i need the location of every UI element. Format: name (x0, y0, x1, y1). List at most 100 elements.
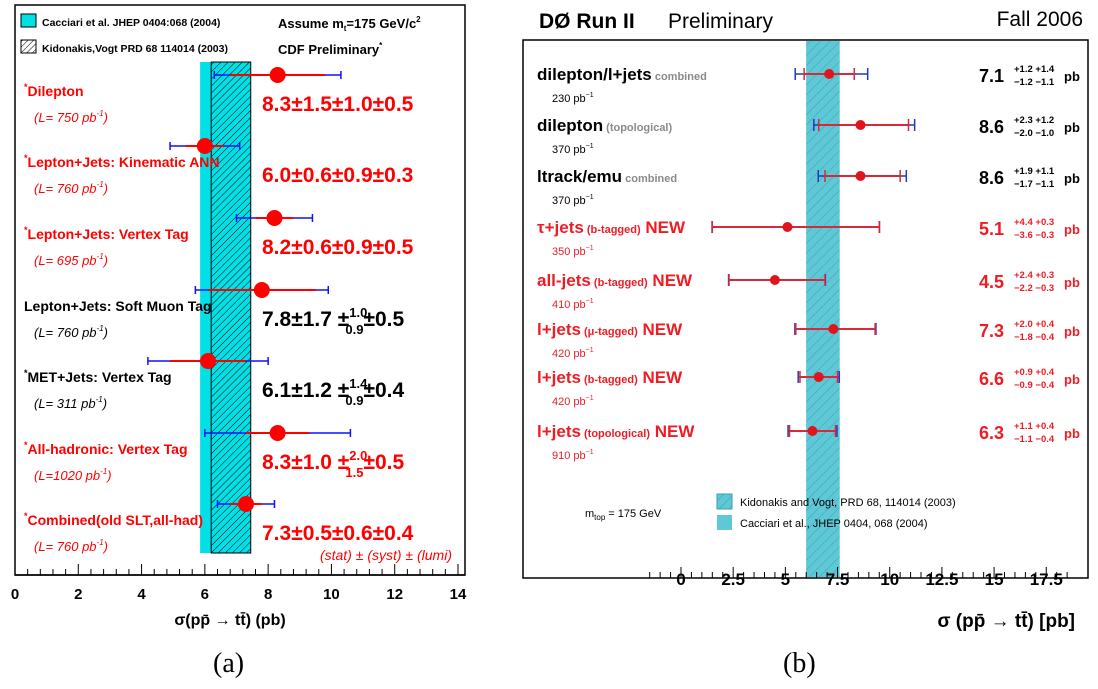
new-badge: NEW (638, 320, 683, 339)
asym-up: +2.3 +1.2 (1014, 115, 1054, 126)
measurement-name: Combined(old SLT,all-had) (28, 512, 204, 528)
lumi-unit-sup: -1 (97, 180, 104, 189)
panel-a: Cacciari et al. JHEP 0404:068 (2004) Kid… (11, 4, 467, 629)
lumi-text: 370 pb (552, 195, 586, 207)
lumi-close: ) (102, 181, 108, 196)
measurement-result: 8.3±1.5±1.0±0.5 (262, 93, 414, 116)
x-tick-label: 0 (676, 570, 685, 589)
lumi-text: (L= 750 pb (34, 110, 97, 125)
measurement-label: *Lepton+Jets: Kinematic ANN (24, 153, 220, 170)
measurement-name: ltrack/emu (537, 167, 622, 186)
panel-a-preliminary: CDF Preliminary* (278, 41, 383, 57)
x-tick-label: 17.5 (1030, 570, 1063, 589)
star-marker: * (24, 153, 28, 163)
result-value: 8.3±1.5±1.0±0.5 (262, 93, 414, 116)
measurement-luminosity: 230 pb−1 (552, 92, 594, 105)
measurement-row: τ+jets (b-tagged) NEW 350 pb−1 5.1 +4.4 +0.… (537, 217, 1080, 258)
panel-b-legend-solid-swatch (717, 515, 732, 530)
measurement-tag: (b-tagged) (584, 224, 641, 236)
x-tick-label: 6 (201, 586, 209, 603)
panel-b-frame (522, 39, 1089, 579)
measurement-label: Lepton+Jets: Soft Muon Tag (24, 298, 212, 314)
measurement-row: Lepton+Jets: Soft Muon Tag (L= 760 pb-1) 7… (24, 282, 404, 340)
measurement-tag: (b-tagged) (581, 374, 638, 386)
result-value: 7.3±0.5±0.6±0.4 (262, 522, 414, 545)
star-marker: * (24, 82, 28, 92)
measurement-result: 4.5 (979, 272, 1004, 292)
lumi-unit-sup: −1 (586, 395, 594, 402)
measurement-result: 6.0±0.6±0.9±0.3 (262, 164, 413, 187)
x-tick-label: 14 (450, 586, 467, 603)
asym-down: −1.8 −0.4 (1014, 332, 1055, 343)
panel-a-footnote: (stat) ± (syst) ± (lumi) (320, 547, 452, 563)
measurement-result: 8.6 (979, 168, 1004, 188)
new-badge: NEW (650, 422, 695, 441)
panel-b-legend-solid-label: Cacciari et al., JHEP 0404, 068 (2004) (740, 518, 928, 530)
measurement-row: ltrack/emu combined 370 pb−1 8.6 +1.9 +1.1 −… (537, 166, 1080, 207)
panel-b-status: Preliminary (668, 10, 774, 33)
measurement-label: *Dilepton (24, 82, 84, 99)
asym-up: +1.2 +1.4 (1014, 64, 1055, 75)
measurement-luminosity: (L= 695 pb-1) (34, 252, 108, 268)
asym-down: −1.1 −0.4 (1014, 434, 1055, 445)
measurement-label: *Lepton+Jets: Vertex Tag (24, 225, 189, 242)
measurement-label: dilepton (topological) (537, 116, 672, 135)
x-tick-label: 12.5 (925, 570, 958, 589)
measurement-point (824, 69, 835, 79)
measurement-luminosity: (L= 760 pb-1) (34, 180, 108, 196)
measurement-tag: (b-tagged) (591, 277, 648, 289)
star-marker: * (24, 225, 28, 235)
lumi-text: 420 pb (552, 348, 586, 360)
measurement-result: 7.8±1.7 ±1.0 0.9±0.5 (262, 305, 404, 337)
lumi-unit-sup: −1 (586, 245, 594, 252)
measurement-point (828, 324, 839, 334)
measurement-name: MET+Jets: Vertex Tag (28, 369, 172, 385)
panel-a-legend-hatched-label: Kidonakis,Vogt PRD 68 114014 (2003) (42, 43, 228, 55)
x-tick-label: 5 (781, 570, 790, 589)
panel-b-mtop: mtop = 175 GeV (585, 508, 662, 522)
panel-b-caption: (b) (783, 648, 816, 679)
measurement-label: all-jets (b-tagged) NEW (537, 271, 693, 290)
measurement-row: l+jets (b-tagged) NEW 420 pb−1 6.6 +0.9 +0.… (537, 367, 1080, 408)
measurement-label: ltrack/emu combined (537, 167, 677, 186)
measurement-label: l+jets (b-tagged) NEW (537, 368, 683, 387)
lumi-unit-sup: -1 (97, 252, 104, 261)
new-badge: NEW (648, 271, 693, 290)
measurement-name: All-hadronic: Vertex Tag (28, 441, 188, 457)
measurement-result: 7.3±0.5±0.6±0.4 (262, 522, 414, 545)
measurement-point (807, 426, 818, 436)
measurement-name: l+jets (537, 422, 581, 441)
measurement-result: 6.6 (979, 369, 1004, 389)
panel-a-assume-mass: Assume mt=175 GeV/c2 (278, 15, 421, 33)
measurement-row: *MET+Jets: Vertex Tag (L= 311 pb-1) 6.1±1.… (24, 353, 404, 411)
result-unit: pb (1064, 222, 1080, 237)
panel-b-legend-hatched-label: Kidonakis and Vogt, PRD 68, 114014 (2003… (740, 497, 956, 509)
measurement-label: τ+jets (b-tagged) NEW (537, 218, 686, 237)
lumi-text: (L= 695 pb (34, 253, 97, 268)
measurement-label: l+jets (μ-tagged) NEW (537, 320, 683, 339)
asym-down: 0.9 (345, 393, 363, 408)
lumi-text: 420 pb (552, 396, 586, 408)
lumi-unit-sup: −1 (586, 298, 594, 305)
asym-up: 1.4 (349, 376, 368, 391)
x-tick-label: 2 (74, 586, 82, 603)
lumi-text: (L= 760 pb (34, 539, 97, 554)
asym-up: 1.0 (349, 305, 367, 320)
measurement-label: dilepton/l+jets combined (537, 65, 707, 84)
measurement-name: Dilepton (28, 83, 84, 99)
measurement-name: all-jets (537, 271, 591, 290)
kidonakis-band (210, 61, 252, 554)
measurement-result: 6.3 (979, 423, 1004, 443)
kidonakis-band (806, 41, 840, 577)
lumi-close: ) (102, 325, 108, 340)
new-badge: NEW (641, 218, 686, 237)
measurement-point (769, 275, 780, 285)
lumi-close: ) (105, 468, 111, 483)
panel-b-date: Fall 2006 (997, 8, 1083, 31)
asym-down: −1.7 −1.1 (1014, 179, 1055, 190)
measurement-point (813, 372, 824, 382)
panel-b-experiment: DØ Run II (539, 10, 635, 33)
panel-a-legend-solid-swatch (20, 13, 37, 28)
measurement-row: *Dilepton (L= 750 pb-1) 8.3±1.5±1.0±0.5 (24, 67, 414, 125)
measurement-point (196, 138, 213, 154)
